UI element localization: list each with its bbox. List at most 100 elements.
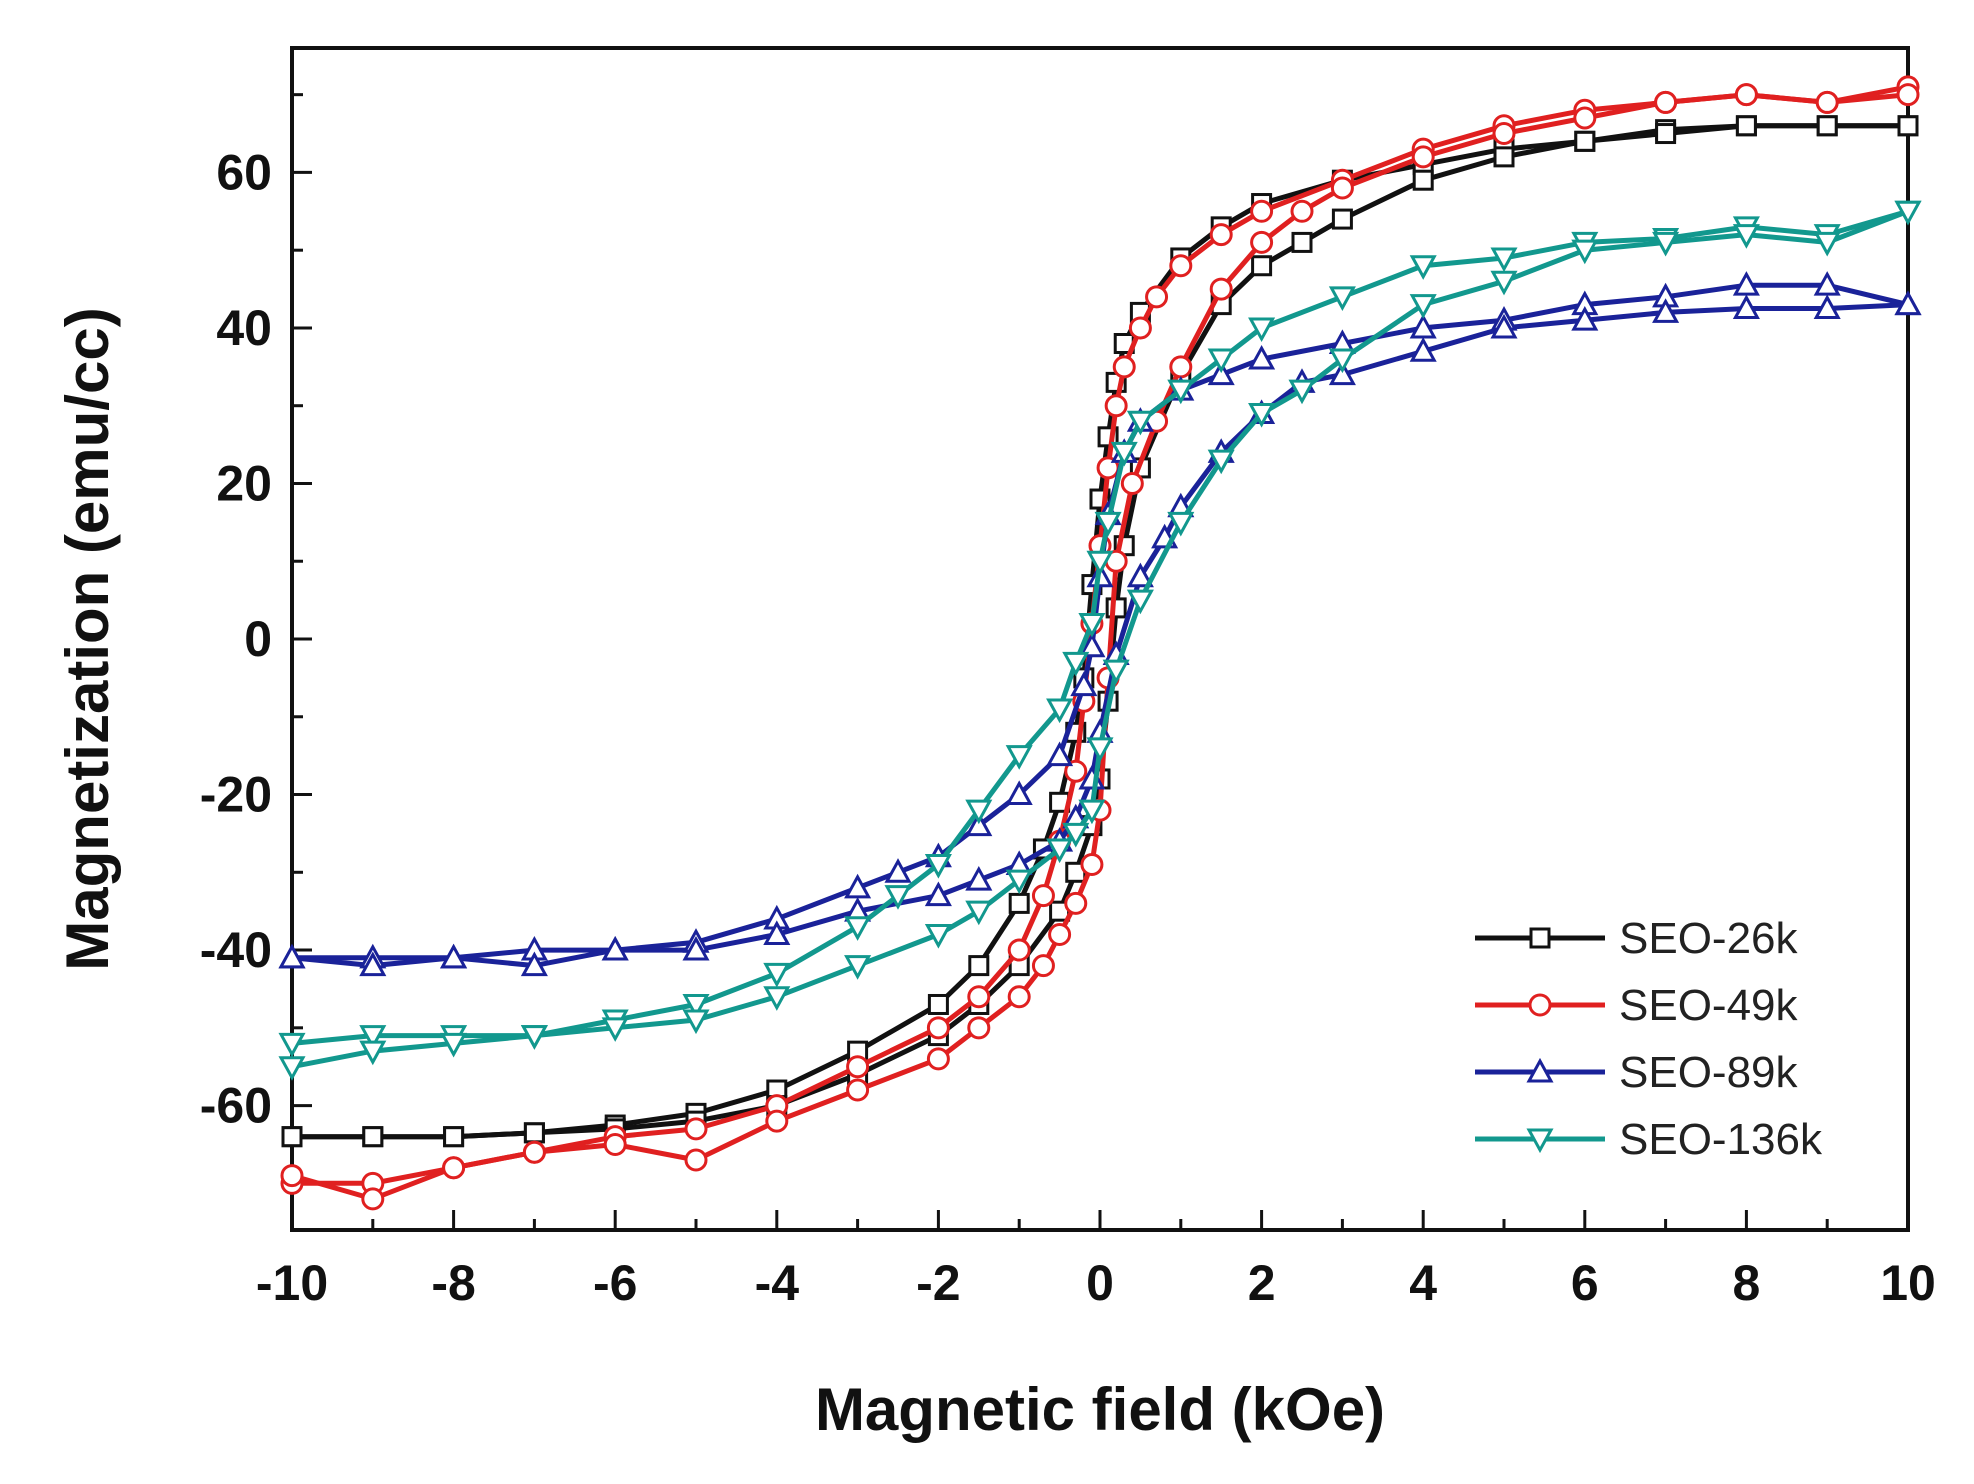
- data-point: [926, 1016, 950, 1040]
- data-point: [522, 1140, 546, 1164]
- data-point: [926, 1047, 950, 1071]
- data-point: [443, 1126, 465, 1148]
- data-point: [1007, 985, 1031, 1009]
- data-point: [1102, 659, 1130, 685]
- data-point: [1094, 511, 1122, 537]
- data-point: [967, 985, 991, 1009]
- data-point: [1894, 200, 1922, 226]
- x-tick-label: -8: [431, 1255, 475, 1311]
- data-point: [1735, 115, 1757, 137]
- data-point: [1490, 313, 1518, 339]
- data-point: [844, 955, 872, 980]
- data-point: [1816, 115, 1838, 137]
- data-point: [1571, 239, 1599, 265]
- data-point: [1145, 285, 1169, 309]
- data-point: [965, 865, 993, 891]
- data-point: [844, 873, 872, 899]
- data-point: [1062, 651, 1090, 677]
- data-point: [1167, 379, 1195, 405]
- data-point: [1207, 449, 1235, 475]
- x-tick-label: 0: [1086, 1255, 1114, 1311]
- data-point: [1209, 223, 1233, 247]
- data-point: [1046, 741, 1074, 767]
- legend-item: SEO-49k: [1475, 981, 1799, 1030]
- data-point: [1412, 169, 1434, 191]
- data-point: [1048, 923, 1072, 946]
- series-seo-49k: [280, 75, 1920, 1211]
- data-point: [968, 955, 990, 977]
- data-point: [1126, 589, 1154, 615]
- x-tick-label: 10: [1880, 1255, 1936, 1311]
- data-point: [1571, 306, 1599, 331]
- x-tick-label: 2: [1248, 1255, 1276, 1311]
- data-point: [1209, 277, 1233, 301]
- legend-marker-icon: [1529, 927, 1551, 949]
- data-point: [1248, 317, 1276, 343]
- data-point: [763, 986, 791, 1011]
- series-line-ascending: [291, 302, 1909, 969]
- data-point: [1897, 115, 1919, 137]
- data-point: [1654, 90, 1678, 114]
- series-line-descending: [291, 208, 1909, 1046]
- legend-label: SEO-49k: [1619, 981, 1799, 1030]
- data-point: [965, 799, 993, 825]
- data-point: [278, 1032, 306, 1058]
- data-point: [1732, 271, 1760, 296]
- y-tick-label: 20: [216, 455, 272, 511]
- data-point: [1005, 780, 1033, 806]
- data-point: [1169, 355, 1193, 379]
- data-point: [924, 924, 952, 949]
- data-point: [1734, 83, 1758, 107]
- x-tick-label: -10: [256, 1255, 328, 1311]
- data-point: [1288, 379, 1316, 405]
- data-point: [684, 1117, 708, 1141]
- data-point: [1078, 632, 1106, 658]
- data-point: [1207, 348, 1235, 374]
- data-point: [359, 951, 387, 977]
- data-point: [1813, 294, 1841, 320]
- data-point: [603, 1132, 627, 1156]
- data-point: [1409, 337, 1437, 362]
- data-point: [1007, 938, 1031, 962]
- data-point: [1250, 230, 1274, 254]
- data-point: [924, 854, 952, 879]
- data-point: [520, 951, 548, 977]
- data-point: [1248, 344, 1276, 370]
- data-point: [884, 858, 912, 883]
- data-point: [1070, 671, 1098, 697]
- data-point: [1008, 892, 1030, 914]
- data-point: [924, 881, 952, 907]
- data-point: [1490, 270, 1518, 296]
- data-point: [684, 1148, 708, 1172]
- data-point: [1251, 255, 1273, 277]
- legend-item: SEO-89k: [1475, 1048, 1799, 1097]
- legend-label: SEO-89k: [1619, 1048, 1799, 1097]
- x-tick-labels: -10 -8 -6 -4 -2 0 2 4 6 8 10: [256, 1255, 1936, 1311]
- data-point: [1078, 799, 1106, 825]
- data-point: [442, 1156, 466, 1180]
- data-point: [1328, 286, 1356, 311]
- data-point: [927, 993, 949, 1015]
- data-point: [361, 1187, 385, 1211]
- data-point: [1492, 122, 1516, 146]
- data-point: [1046, 698, 1074, 724]
- data-point: [359, 1040, 387, 1066]
- data-point: [1086, 550, 1114, 576]
- data-point: [846, 1078, 870, 1102]
- data-point: [763, 920, 791, 945]
- legend-marker-icon: [1526, 1128, 1554, 1154]
- data-point: [1652, 231, 1680, 257]
- data-point: [1167, 511, 1195, 537]
- data-point: [281, 1126, 303, 1148]
- data-point: [682, 935, 710, 961]
- data-point: [844, 916, 872, 941]
- data-point: [1126, 562, 1154, 588]
- data-point: [1411, 145, 1435, 169]
- data-point: [1078, 612, 1106, 638]
- data-point: [765, 1109, 789, 1133]
- data-point: [278, 1056, 306, 1081]
- data-point: [280, 1164, 304, 1188]
- x-tick-label: 4: [1409, 1255, 1437, 1311]
- data-point: [1207, 360, 1235, 386]
